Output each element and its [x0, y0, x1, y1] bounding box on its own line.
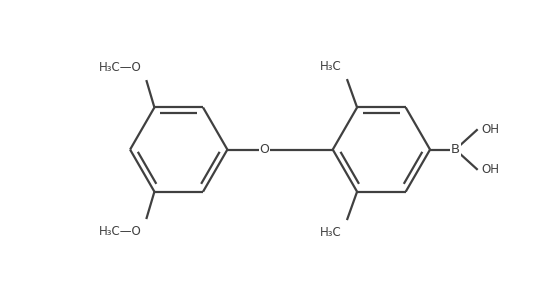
- Text: O: O: [259, 143, 269, 156]
- Text: B: B: [451, 143, 460, 156]
- Text: H₃C—O: H₃C—O: [98, 225, 141, 238]
- Text: H₃C: H₃C: [320, 60, 342, 73]
- Text: H₃C—O: H₃C—O: [98, 61, 141, 74]
- Text: OH: OH: [482, 123, 500, 136]
- Text: H₃C: H₃C: [320, 226, 342, 239]
- Text: OH: OH: [482, 163, 500, 176]
